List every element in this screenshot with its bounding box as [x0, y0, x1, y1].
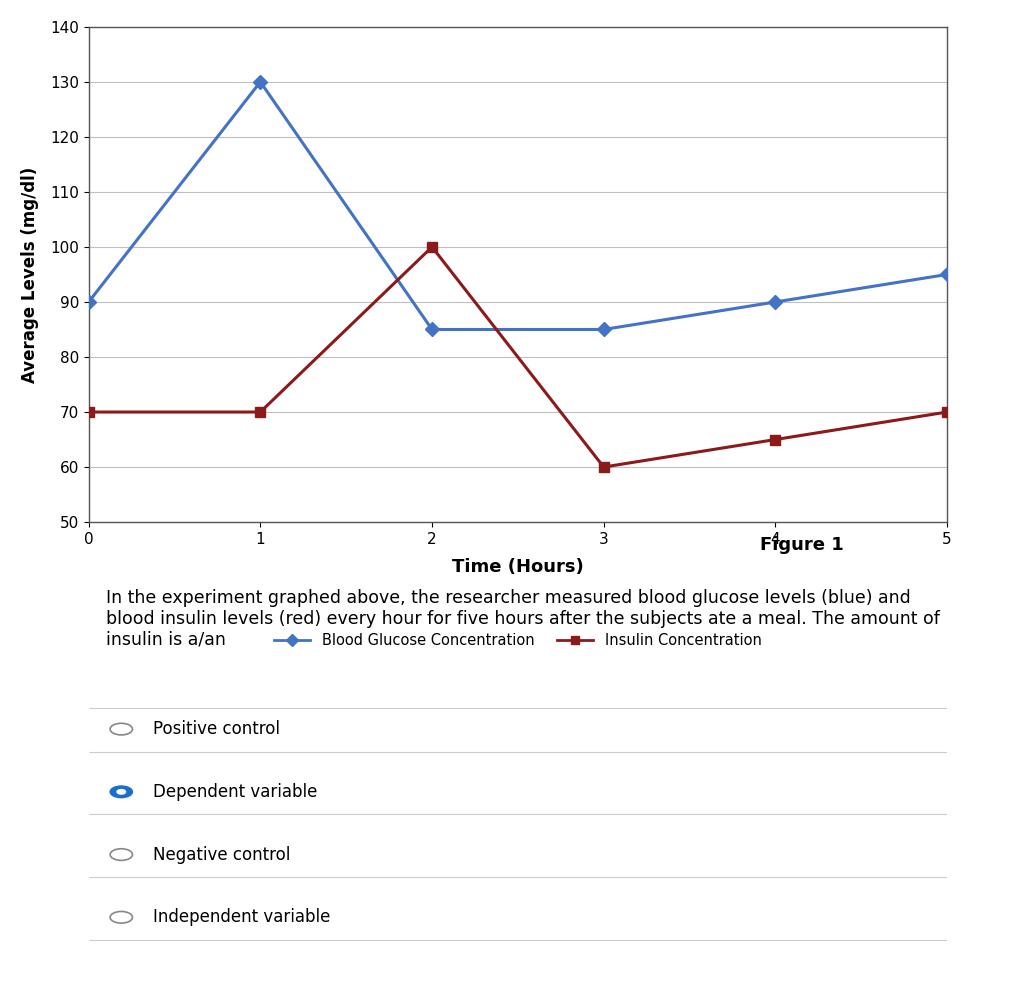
Circle shape	[117, 790, 126, 794]
Text: Dependent variable: Dependent variable	[153, 783, 317, 801]
Text: In the experiment graphed above, the researcher measured blood glucose levels (b: In the experiment graphed above, the res…	[105, 590, 940, 649]
Text: Figure 1: Figure 1	[760, 535, 844, 554]
Text: Positive control: Positive control	[153, 720, 280, 738]
X-axis label: Time (Hours): Time (Hours)	[452, 558, 584, 576]
Circle shape	[111, 786, 132, 798]
Text: Independent variable: Independent variable	[153, 909, 331, 927]
Y-axis label: Average Levels (mg/dl): Average Levels (mg/dl)	[20, 166, 39, 383]
Legend: Blood Glucose Concentration, Insulin Concentration: Blood Glucose Concentration, Insulin Con…	[268, 626, 768, 653]
Text: Negative control: Negative control	[153, 845, 291, 863]
